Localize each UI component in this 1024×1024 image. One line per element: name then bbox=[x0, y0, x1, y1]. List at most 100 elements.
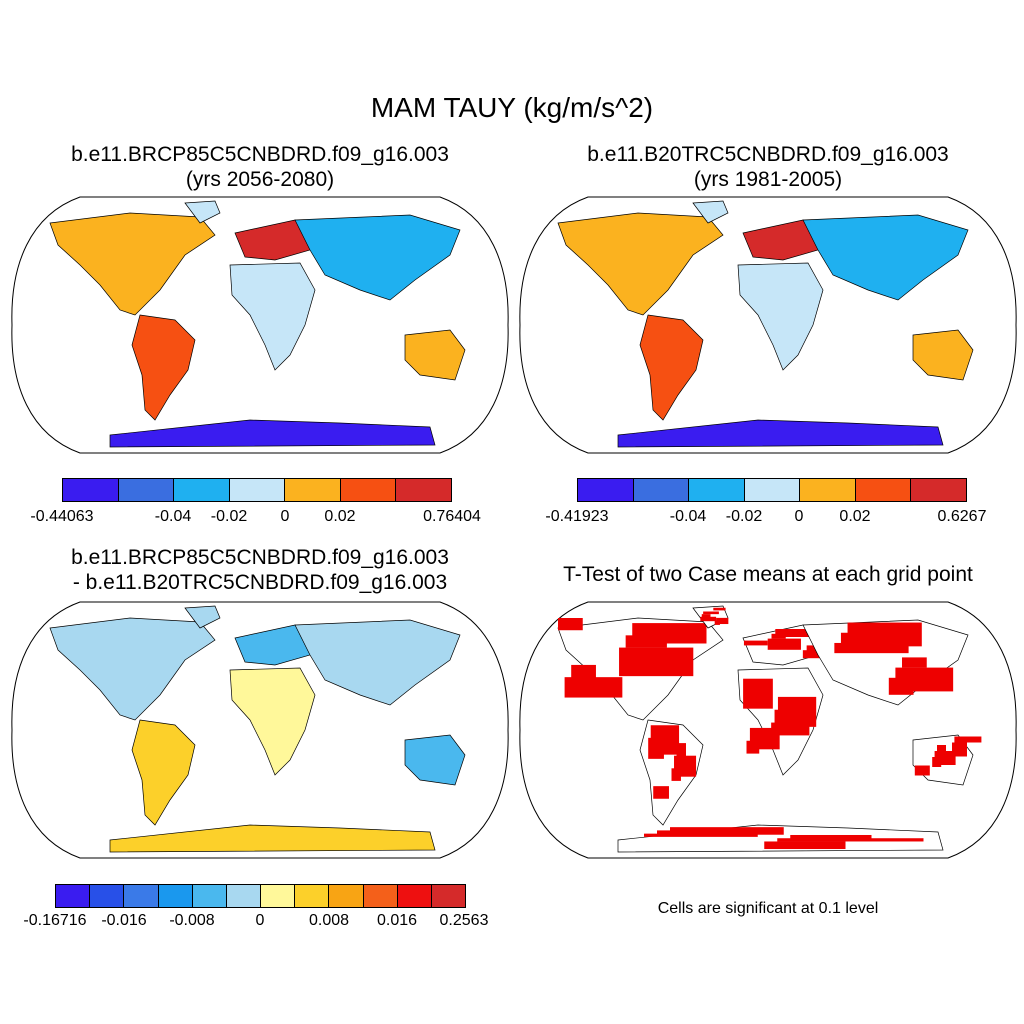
cb3-swatch bbox=[295, 885, 330, 907]
map-panel-1 bbox=[11, 196, 509, 454]
cb3-swatch bbox=[261, 885, 296, 907]
panel-2-title: b.e11.B20TRC5CNBDRD.f09_g16.003 (yrs 198… bbox=[518, 142, 1018, 192]
cb2-swatch bbox=[911, 479, 967, 501]
cb3-swatch bbox=[158, 885, 193, 907]
continent-as bbox=[802, 214, 969, 301]
significant-cell bbox=[954, 736, 982, 743]
cb3-swatch bbox=[329, 885, 364, 907]
cb3-swatch bbox=[226, 885, 262, 907]
continent-as bbox=[294, 619, 461, 706]
cb2-swatch bbox=[800, 479, 856, 501]
cb2-swatch bbox=[855, 479, 912, 501]
significant-cell bbox=[895, 667, 954, 692]
continent-na bbox=[557, 212, 724, 316]
cb2-label: -0.02 bbox=[725, 508, 763, 525]
cb3-label: 0 bbox=[255, 912, 265, 929]
cb3-swatch bbox=[363, 885, 398, 907]
map-panel-3 bbox=[11, 601, 509, 859]
significant-cell bbox=[653, 786, 669, 799]
significant-cell bbox=[701, 614, 711, 621]
continent-sa bbox=[639, 314, 704, 421]
panel-1-title-line1: b.e11.BRCP85C5CNBDRD.f09_g16.003 bbox=[71, 143, 449, 166]
cb1-label-min: -0.44063 bbox=[30, 508, 94, 525]
panel-4-title: T-Test of two Case means at each grid po… bbox=[518, 562, 1018, 587]
continent-au bbox=[404, 734, 466, 786]
panel-2-title-line1: b.e11.B20TRC5CNBDRD.f09_g16.003 bbox=[587, 143, 949, 166]
cb1-swatch bbox=[340, 479, 397, 501]
significant-cell bbox=[743, 640, 768, 646]
cb1-swatch bbox=[63, 479, 119, 501]
significant-cell bbox=[952, 742, 967, 757]
cb3-label: 0.008 bbox=[308, 912, 350, 929]
cb1-label: -0.02 bbox=[210, 508, 248, 525]
continent-as bbox=[294, 214, 461, 301]
cb1-label: 0 bbox=[280, 508, 290, 525]
significant-cell bbox=[743, 678, 773, 709]
cb1-label: 0.02 bbox=[324, 508, 356, 525]
cb2-label: 0 bbox=[794, 508, 804, 525]
significant-cell bbox=[676, 743, 686, 773]
significant-cell bbox=[670, 827, 784, 835]
cb3-label: -0.016 bbox=[101, 912, 147, 929]
cb2-swatch bbox=[578, 479, 634, 501]
continent-an bbox=[109, 824, 436, 853]
significant-cell bbox=[914, 765, 930, 776]
panel-3-title-line2: - b.e11.B20TRC5CNBDRD.f09_g16.003 bbox=[72, 571, 448, 594]
significant-cell bbox=[767, 638, 801, 650]
continent-an bbox=[617, 419, 944, 448]
cb1-swatch bbox=[229, 479, 286, 501]
cb1-swatch bbox=[118, 479, 175, 501]
continent-sa bbox=[131, 314, 196, 421]
significant-cell bbox=[790, 834, 872, 841]
significant-cell bbox=[558, 618, 583, 631]
continent-af bbox=[229, 667, 316, 776]
map-panel-2 bbox=[519, 196, 1017, 454]
main-title: MAM TAUY (kg/m/s^2) bbox=[370, 92, 654, 123]
cb3-swatch bbox=[56, 885, 91, 907]
significant-cell bbox=[749, 727, 780, 750]
panel-1-title-line2: (yrs 2056-2080) bbox=[185, 168, 335, 191]
colorbar-panel-2 bbox=[577, 478, 967, 502]
cb3-label-max: 0.2563 bbox=[439, 912, 489, 929]
significance-note: Cells are significant at 0.1 level bbox=[657, 900, 879, 917]
continent-na bbox=[49, 212, 216, 316]
continent-gr bbox=[184, 605, 221, 629]
cb1-label: -0.04 bbox=[154, 508, 192, 525]
panel-3-title: b.e11.BRCP85C5CNBDRD.f09_g16.003 - b.e11… bbox=[10, 545, 510, 595]
cb2-label: 0.02 bbox=[839, 508, 871, 525]
panel-2-title-line2: (yrs 1981-2005) bbox=[693, 168, 843, 191]
continent-gr bbox=[184, 200, 221, 224]
cb3-label: -0.008 bbox=[169, 912, 215, 929]
significant-cell bbox=[571, 664, 596, 694]
cb3-swatch bbox=[124, 885, 159, 907]
cb2-swatch bbox=[689, 479, 745, 501]
significant-cell bbox=[632, 623, 707, 644]
significant-cell bbox=[902, 657, 927, 668]
significant-cell bbox=[650, 725, 680, 755]
cb2-swatch bbox=[633, 479, 690, 501]
cb2-label-max: 0.6267 bbox=[937, 508, 987, 525]
continent-af bbox=[737, 262, 824, 371]
cb1-swatch bbox=[174, 479, 230, 501]
cb3-swatch bbox=[90, 885, 125, 907]
panel-3-title-line1: b.e11.BRCP85C5CNBDRD.f09_g16.003 bbox=[71, 546, 449, 569]
cb1-label-max: 0.76404 bbox=[423, 508, 481, 525]
cb3-label: 0.016 bbox=[376, 912, 418, 929]
significant-cell bbox=[716, 617, 729, 625]
continent-af bbox=[229, 262, 316, 371]
significant-cell bbox=[775, 629, 809, 637]
cb3-swatch bbox=[397, 885, 432, 907]
significant-cell bbox=[937, 745, 946, 751]
continent-au bbox=[912, 329, 974, 381]
colorbar-panel-1 bbox=[62, 478, 452, 502]
cb2-label-min: -0.41923 bbox=[545, 508, 609, 525]
cb3-label-min: -0.16716 bbox=[23, 912, 87, 929]
cb3-swatch bbox=[431, 885, 466, 907]
significant-cell bbox=[703, 611, 719, 615]
cb1-swatch bbox=[285, 479, 341, 501]
cb2-label: -0.04 bbox=[669, 508, 707, 525]
cb3-swatch bbox=[192, 885, 227, 907]
significant-cell bbox=[619, 647, 694, 677]
continent-na bbox=[49, 617, 216, 721]
panel-1-title: b.e11.BRCP85C5CNBDRD.f09_g16.003 (yrs 20… bbox=[10, 142, 510, 192]
